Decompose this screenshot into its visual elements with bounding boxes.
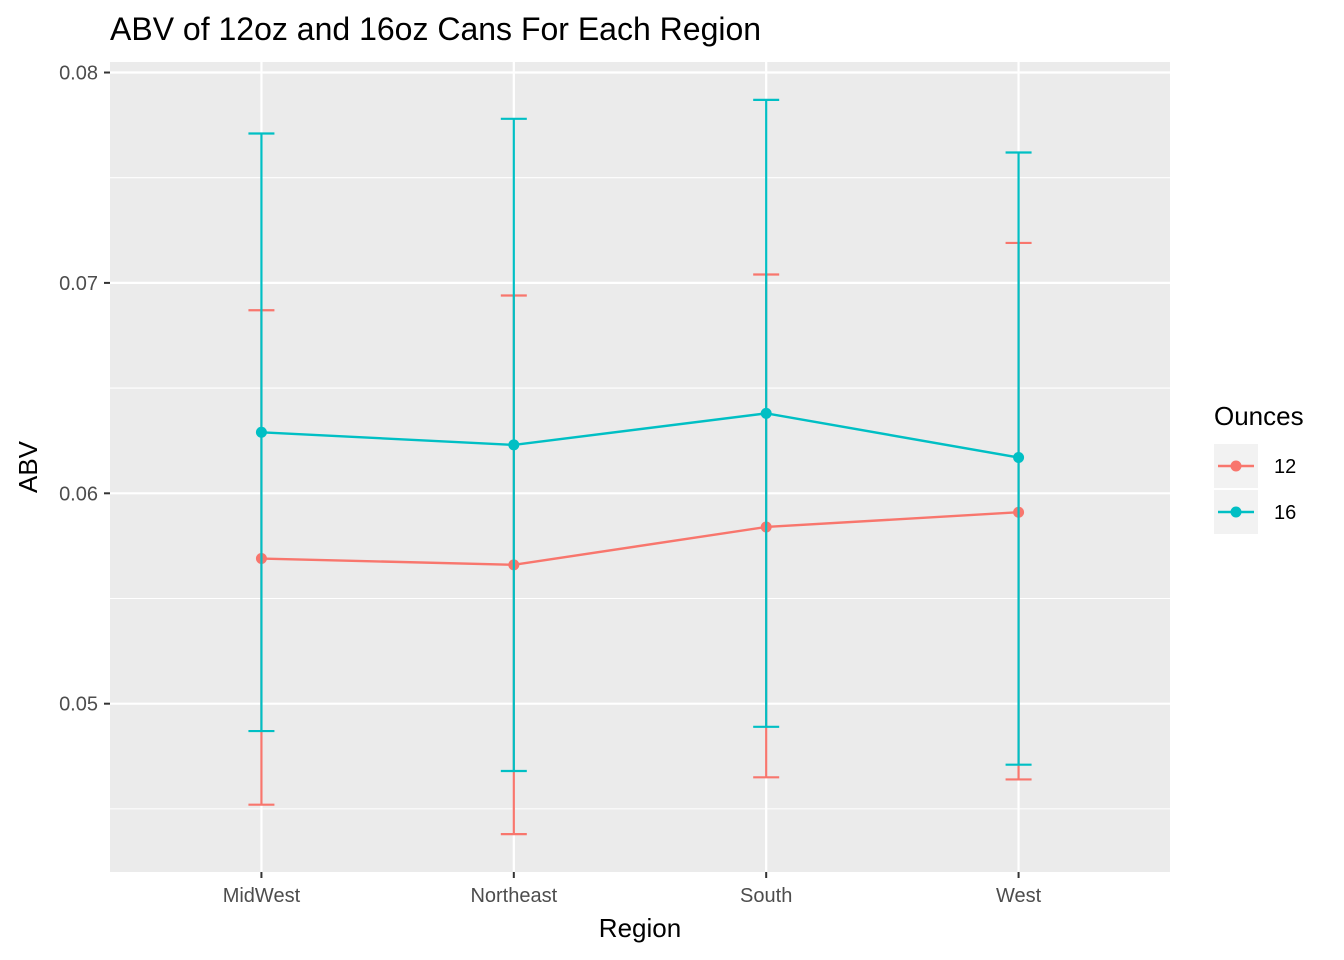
x-tick-label: South [740, 885, 792, 907]
series-line [261, 412, 1019, 459]
legend-key-16: 16 [1214, 490, 1296, 534]
data-point [255, 426, 267, 438]
series-layer [248, 98, 1032, 836]
legend-label: 16 [1274, 502, 1296, 524]
legend-title: Ounces [1214, 401, 1304, 431]
y-tick-label: 0.07 [59, 273, 98, 295]
legend-label: 12 [1274, 456, 1296, 478]
series-line [261, 511, 1019, 567]
chart-title: ABV of 12oz and 16oz Cans For Each Regio… [110, 11, 761, 47]
y-tick-label: 0.05 [59, 694, 98, 716]
legend: Ounces 12 16 [1214, 401, 1304, 534]
y-axis-ticks: 0.05 0.06 0.07 0.08 [59, 63, 110, 716]
y-axis-title: ABV [13, 440, 43, 493]
data-point [508, 439, 520, 451]
plot-panel [110, 62, 1170, 872]
x-tick-label: MidWest [223, 885, 301, 907]
y-tick-label: 0.06 [59, 483, 98, 505]
data-point [1013, 452, 1025, 464]
x-axis-ticks: MidWest Northeast South West [223, 872, 1042, 907]
data-point [760, 407, 772, 419]
legend-key-12: 12 [1214, 444, 1296, 488]
y-tick-label: 0.08 [59, 63, 98, 85]
legend-key-point [1230, 460, 1242, 472]
grid-minor [110, 177, 1170, 810]
x-tick-label: Northeast [470, 885, 557, 907]
x-axis-title: Region [599, 913, 681, 943]
x-tick-label: West [996, 885, 1042, 907]
series-16 [248, 98, 1032, 773]
legend-key-point [1230, 506, 1242, 518]
